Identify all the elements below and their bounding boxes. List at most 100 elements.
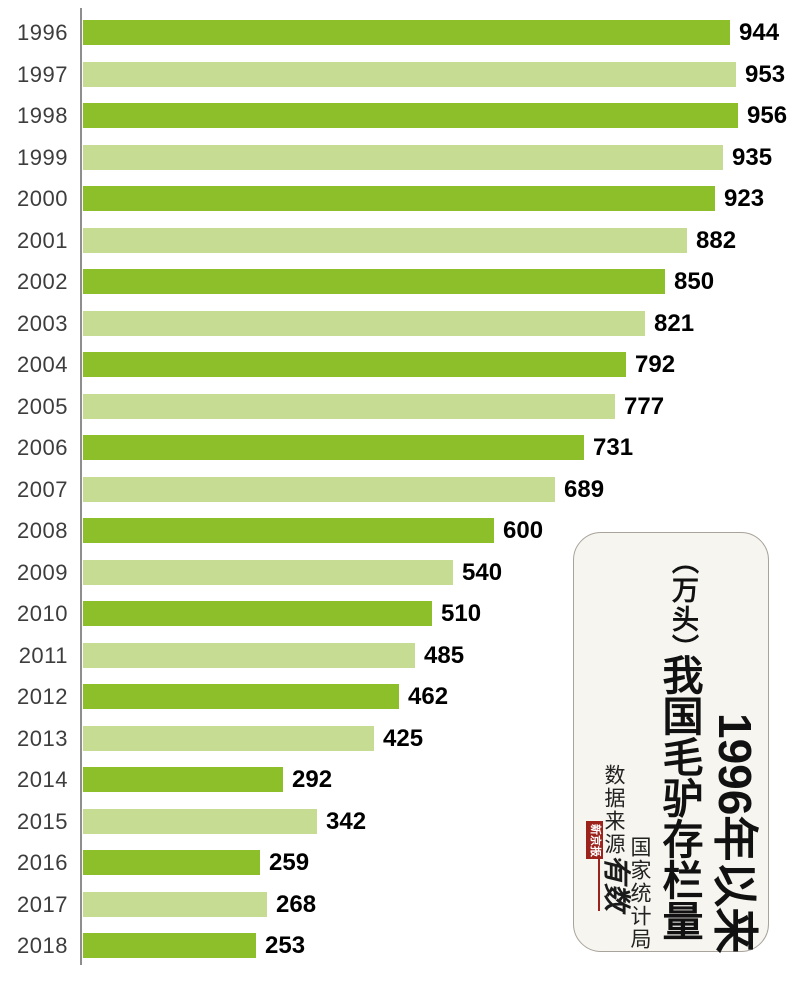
bar [83,892,267,917]
value-label: 850 [674,268,715,295]
bar-row: 2012 462 [0,683,800,710]
bar-row: 2000 923 [0,185,800,212]
bar [83,809,317,834]
year-label: 2012 [17,684,68,709]
year-label: 2001 [17,228,68,253]
bar-row: 2016 259 [0,849,800,876]
source-value: 国家统计局 [628,836,651,951]
bar-row: 2007 689 [0,476,800,503]
youshu-logo-text: 有数 [598,855,633,912]
year-label: 2009 [17,560,68,585]
chart-title-main: 我国毛驴存栏量 [656,654,702,941]
bar-row: 2013 425 [0,725,800,752]
bar-row: 2002 850 [0,268,800,295]
value-label: 689 [564,476,605,503]
value-label: 268 [276,891,317,918]
bar-row: 2014 292 [0,766,800,793]
value-label: 935 [732,144,773,171]
bar-row: 2005 777 [0,393,800,420]
year-label: 2018 [17,933,68,958]
bar [83,560,453,585]
value-label: 944 [739,19,780,46]
bar [83,269,665,294]
bar [83,62,736,87]
value-label: 777 [624,393,665,420]
value-label: 425 [383,725,424,752]
bar-row: 2004 792 [0,351,800,378]
year-label: 1997 [17,62,68,87]
year-label: 2015 [17,809,68,834]
year-label: 2004 [17,352,68,377]
value-label: 600 [503,517,544,544]
bar [83,435,584,460]
bar [83,352,626,377]
bar-row: 2011 485 [0,642,800,669]
xinjingbao-logo-text: 新京报 [589,823,601,857]
bar-row: 2006 731 [0,434,800,461]
year-label: 2002 [17,269,68,294]
year-label: 1999 [17,145,68,170]
bar-row: 1996 944 [0,19,800,46]
bar [83,601,432,626]
year-label: 1998 [17,103,68,128]
bar [83,186,715,211]
source-label: 数据来源： [602,764,625,879]
bar [83,103,738,128]
year-label: 2008 [17,518,68,543]
value-label: 953 [745,61,786,88]
bar [83,518,494,543]
value-label: 956 [747,102,788,129]
bar [83,643,415,668]
unit-label: （万头） [668,547,698,663]
bar [83,145,723,170]
bar [83,311,645,336]
bar-row: 2010 510 [0,600,800,627]
bar-row: 2017 268 [0,891,800,918]
bar [83,726,374,751]
year-label: 2007 [17,477,68,502]
value-label: 882 [696,227,737,254]
value-label: 462 [408,683,449,710]
year-label: 2013 [17,726,68,751]
year-label: 2011 [18,643,68,668]
bar-row: 2003 821 [0,310,800,337]
value-label: 292 [292,766,333,793]
chart-title-prefix: 1996年以来 [709,713,761,954]
year-label: 2014 [17,767,68,792]
bar [83,20,730,45]
y-axis-line [80,8,82,965]
bar-row: 1999 935 [0,144,800,171]
value-label: 821 [654,310,695,337]
year-label: 2017 [17,892,68,917]
value-label: 792 [635,351,676,378]
xinjingbao-logo: 新京报 [586,821,603,859]
year-label: 2016 [17,850,68,875]
bar-row: 1997 953 [0,61,800,88]
year-label: 2010 [17,601,68,626]
bar-row: 2001 882 [0,227,800,254]
bar [83,767,283,792]
bar [83,228,687,253]
year-label: 1996 [17,20,68,45]
bar-row: 2018 253 [0,932,800,959]
value-label: 259 [269,849,310,876]
value-label: 510 [441,600,482,627]
value-label: 485 [424,642,465,669]
bar [83,850,260,875]
youshu-logo-script: 有数 [598,855,633,912]
year-label: 2005 [17,394,68,419]
value-label: 253 [265,932,306,959]
year-label: 2000 [17,186,68,211]
bar-row: 2009 540 [0,560,800,586]
bar-row: 1998 956 [0,102,800,129]
bar [83,477,555,502]
bar-row: 2015 342 [0,809,800,835]
bar [83,684,399,709]
bar [83,394,615,419]
year-label: 2003 [17,311,68,336]
bar-row: 2008 600 [0,517,800,544]
year-label: 2006 [17,435,68,460]
value-label: 731 [593,434,634,461]
value-label: 923 [724,185,765,212]
